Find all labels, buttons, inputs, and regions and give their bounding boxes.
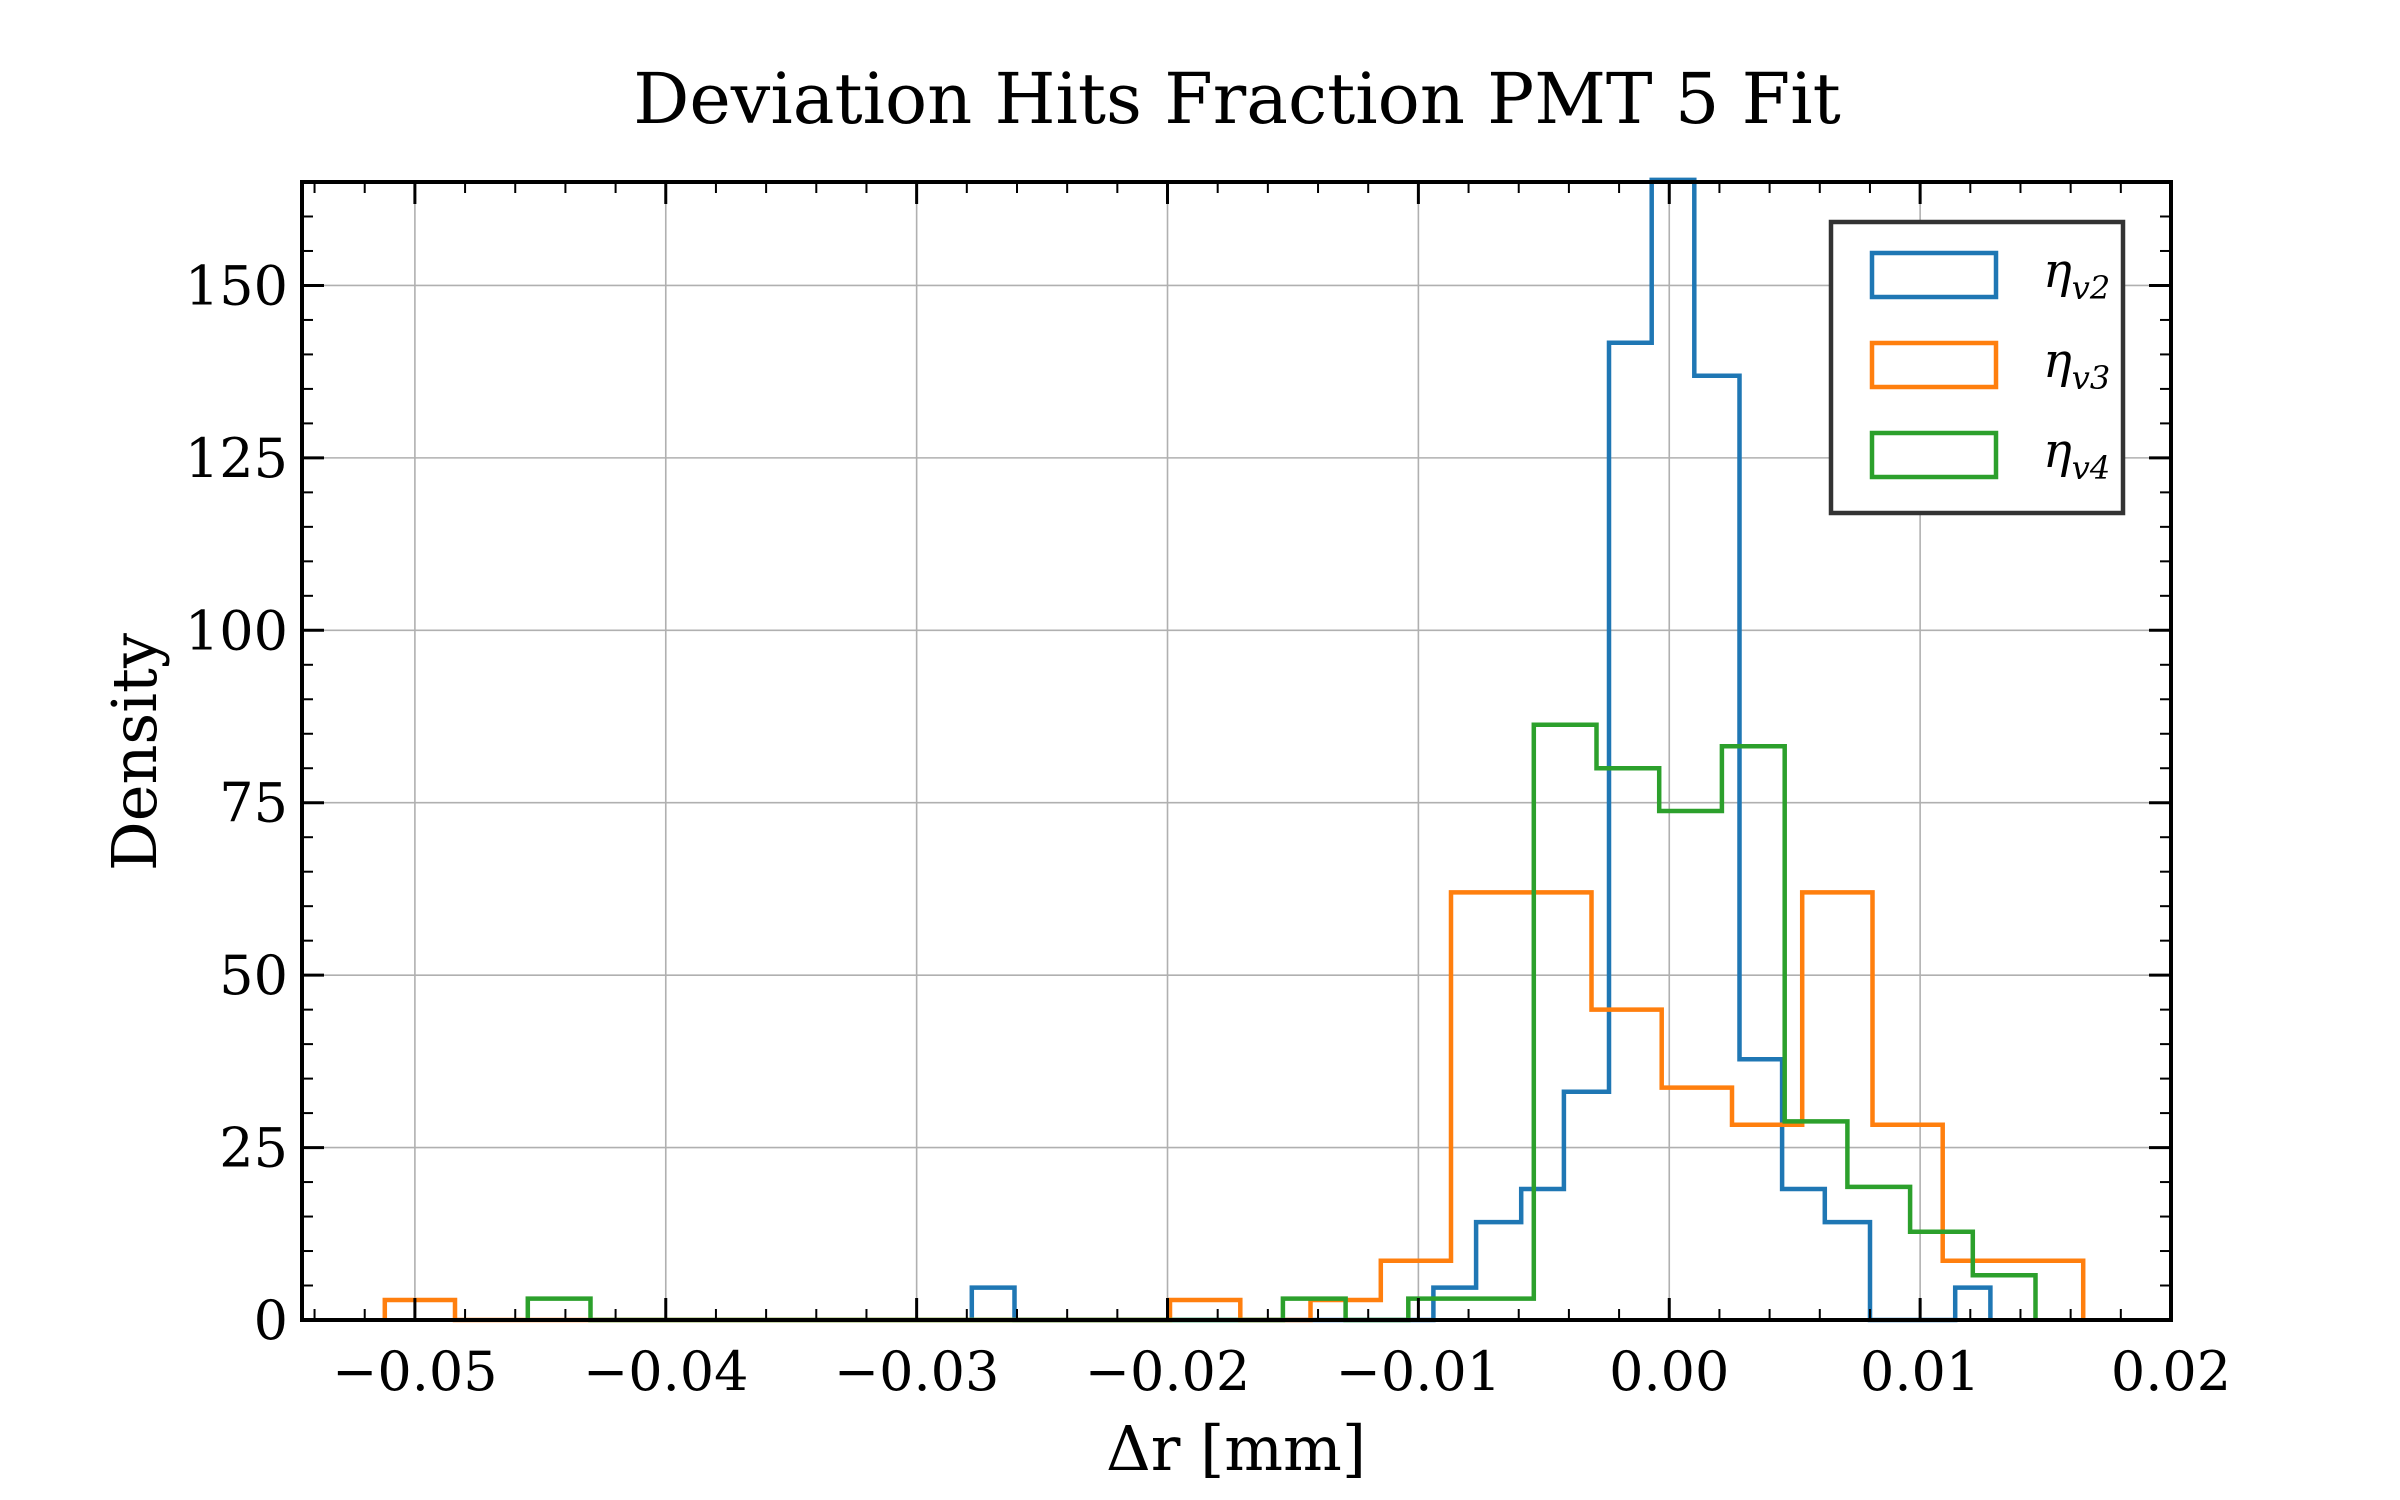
chart-title: Deviation Hits Fraction PMT 5 Fit — [633, 58, 1841, 140]
y-tick-label: 100 — [185, 599, 288, 662]
x-tick-labels: −0.05 −0.04 −0.03 −0.02 −0.01 0.00 0.01 0.02 — [332, 1340, 2231, 1403]
y-tick-label: 150 — [185, 254, 288, 317]
legend-box — [1828, 219, 2126, 516]
legend-swatch-v4 — [1869, 430, 1999, 480]
legend-swatch-v3 — [1869, 340, 1999, 390]
y-tick-label: 75 — [219, 772, 288, 835]
y-tick-labels: 0 25 50 75 100 125 150 — [185, 254, 288, 1352]
legend-label-v3: ηv3 — [2043, 333, 2110, 397]
x-tick-label: −0.02 — [1085, 1340, 1250, 1403]
x-tick-label: −0.03 — [834, 1340, 999, 1403]
y-tick-label: 50 — [219, 944, 288, 1007]
histogram-series-v4 — [525, 722, 2038, 1323]
x-tick-label: −0.01 — [1336, 1340, 1501, 1403]
histogram-series-v3 — [382, 890, 2086, 1323]
y-tick-label: 0 — [254, 1289, 288, 1352]
axis-ticks — [302, 181, 2173, 1322]
y-tick-label: 25 — [219, 1117, 288, 1180]
x-tick-label: −0.04 — [583, 1340, 748, 1403]
x-tick-label: −0.05 — [332, 1340, 497, 1403]
legend-swatch-v2 — [1869, 250, 1999, 300]
legend: ηv2 ηv3 ηv4 — [1828, 219, 2126, 516]
legend-label-v4: ηv4 — [2043, 423, 2110, 487]
x-tick-label: 0.01 — [1860, 1340, 1980, 1403]
histogram-series — [382, 177, 2086, 1323]
y-tick-label: 125 — [185, 427, 288, 490]
x-tick-label: 0.00 — [1609, 1340, 1729, 1403]
x-axis-label: Δr [mm] — [1106, 1412, 1366, 1485]
y-axis-label: Density — [98, 633, 171, 871]
plot-frame — [300, 180, 2173, 1322]
histogram-series-v2 — [969, 177, 1993, 1323]
legend-label-v2: ηv2 — [2043, 243, 2110, 307]
x-tick-label: 0.02 — [2111, 1340, 2231, 1403]
